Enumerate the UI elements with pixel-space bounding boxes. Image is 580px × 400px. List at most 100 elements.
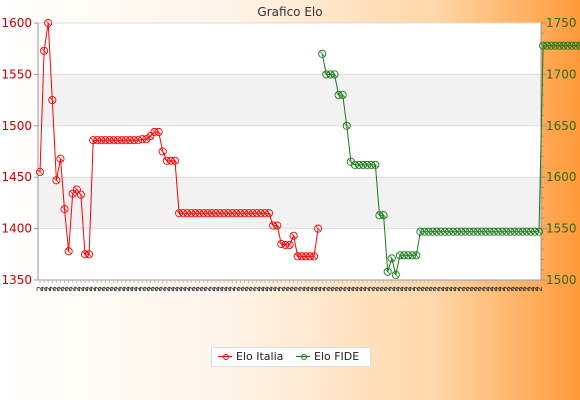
x-axis-tick-label: 2	[40, 286, 50, 292]
data-point-mark-elo-italia	[225, 210, 231, 217]
right-axis-tick-label: 1700	[546, 67, 577, 81]
data-point-mark-elo-italia	[176, 210, 182, 217]
data-point-mark-elo-italia	[221, 210, 227, 217]
data-point-elo-fide	[391, 270, 400, 279]
x-axis-tick-label: 2	[506, 286, 516, 292]
grid-band	[38, 177, 541, 229]
x-axis-tick-label: 2	[441, 286, 451, 292]
x-axis-tick-label: 2	[335, 286, 345, 292]
x-axis-tick-label: 2	[97, 286, 107, 292]
data-point-mark-elo-italia	[188, 210, 195, 217]
data-point-mark-elo-italia	[290, 232, 297, 239]
x-axis-tick-label: 2	[326, 286, 336, 292]
data-point-elo-italia	[277, 239, 286, 249]
data-point-mark-elo-fide	[548, 42, 555, 49]
x-axis-tick-label: 2	[445, 286, 455, 292]
data-point-mark-elo-italia	[303, 253, 309, 260]
data-point-mark-elo-italia	[192, 210, 199, 217]
x-axis-tick-label: 2	[465, 286, 475, 292]
data-point-elo-italia	[48, 96, 57, 105]
x-axis-tick-label: 2	[130, 286, 140, 292]
x-axis-tick-label: 2	[216, 286, 226, 292]
data-point-mark-elo-fide	[487, 228, 493, 235]
data-point-mark-elo-fide	[348, 158, 354, 165]
data-point-mark-elo-italia	[298, 253, 305, 260]
data-point-mark-elo-fide	[470, 228, 477, 235]
x-axis-tick-label: 2	[200, 286, 210, 292]
data-point-elo-italia	[85, 250, 94, 259]
data-point-mark-elo-fide	[401, 252, 407, 259]
data-point-mark-elo-fide	[380, 212, 387, 219]
x-axis-tick-label: 2	[318, 286, 328, 292]
data-point-mark-elo-italia	[82, 251, 88, 258]
data-point-mark-elo-italia	[65, 248, 72, 255]
data-point-elo-italia	[154, 127, 163, 137]
x-axis-tick-label: 2	[339, 286, 349, 292]
x-axis-tick-label: 2	[482, 286, 492, 292]
data-point-elo-italia	[64, 247, 73, 256]
data-point-mark-elo-fide	[384, 268, 391, 275]
x-axis-tick-label: 2	[52, 286, 62, 292]
legend-item-elo-fide: Elo FIDE	[296, 348, 359, 366]
x-axis-tick-label: 2	[61, 286, 71, 292]
data-point-mark-elo-italia	[151, 129, 158, 135]
data-point-mark-elo-fide	[388, 255, 395, 262]
data-point-mark-elo-fide	[360, 162, 366, 168]
x-axis-tick-label: 2	[56, 286, 66, 292]
data-point-mark-elo-fide	[327, 71, 334, 78]
data-point-mark-elo-italia	[114, 137, 121, 144]
x-axis-tick-label: 2	[433, 286, 443, 292]
data-point-mark-elo-fide	[572, 42, 579, 49]
data-point-elo-italia	[146, 132, 155, 141]
x-axis-tick-label: 2	[257, 286, 267, 292]
data-point-mark-elo-italia	[213, 210, 219, 217]
x-axis-tick-label: 2	[425, 286, 435, 292]
x-axis-tick-label: 2	[77, 286, 87, 292]
right-axis-tick-label: 1750	[546, 16, 577, 30]
data-point-mark-elo-fide	[499, 228, 506, 235]
x-axis-tick-label: 2	[302, 286, 312, 292]
x-axis-tick-label: 2	[228, 286, 238, 292]
x-axis-tick-label: 2	[404, 286, 414, 292]
x-axis-tick-label: 2	[396, 286, 406, 292]
x-axis-tick-label: 2	[470, 286, 480, 292]
x-axis-tick-label: 2	[155, 286, 165, 292]
x-axis-tick-label: 2	[232, 286, 242, 292]
left-axis-tick-label: 1350	[1, 273, 32, 287]
x-axis-tick-label: 2	[118, 286, 128, 292]
data-point-mark-elo-italia	[282, 242, 289, 248]
x-axis-tick-label: 2	[416, 286, 426, 292]
x-axis-tick-label: 2	[392, 286, 402, 292]
data-point-mark-elo-fide	[409, 252, 416, 259]
data-point-mark-elo-italia	[78, 191, 84, 198]
data-point-mark-elo-italia	[270, 222, 276, 229]
x-axis-tick-label: 2	[89, 286, 99, 292]
data-point-mark-elo-italia	[196, 210, 203, 217]
x-axis-tick-label: 2	[236, 286, 246, 292]
x-axis-tick-label: 2	[388, 286, 398, 292]
x-axis-tick-label: 2	[355, 286, 365, 292]
data-point-elo-italia	[52, 176, 61, 185]
data-point-elo-italia	[314, 224, 323, 233]
data-point-mark-elo-italia	[294, 253, 301, 260]
data-point-elo-fide	[318, 49, 327, 58]
x-axis-tick-label: 2	[65, 286, 75, 292]
data-point-mark-elo-italia	[41, 47, 47, 54]
data-point-mark-elo-fide	[319, 50, 326, 57]
x-axis-tick-label: 2	[461, 286, 471, 292]
data-point-mark-elo-italia	[241, 210, 248, 217]
data-point-mark-elo-fide	[339, 92, 346, 98]
data-point-mark-elo-italia	[315, 225, 321, 232]
right-axis-tick-label: 1550	[546, 222, 577, 236]
grid-band	[38, 74, 541, 126]
legend-label-elo-fide: Elo FIDE	[314, 350, 360, 363]
x-axis-tick-label: 2	[224, 286, 234, 292]
data-point-mark-elo-italia	[102, 137, 109, 144]
x-axis-tick-label: 2	[85, 286, 95, 292]
x-axis-tick-label: 2	[502, 286, 512, 292]
legend: Elo Italia Elo FIDE	[211, 347, 371, 367]
x-axis-tick-label: 2	[478, 286, 488, 292]
data-point-mark-elo-fide	[540, 42, 546, 49]
data-point-mark-elo-fide	[450, 228, 456, 235]
x-axis-tick-label: 2	[531, 286, 541, 292]
